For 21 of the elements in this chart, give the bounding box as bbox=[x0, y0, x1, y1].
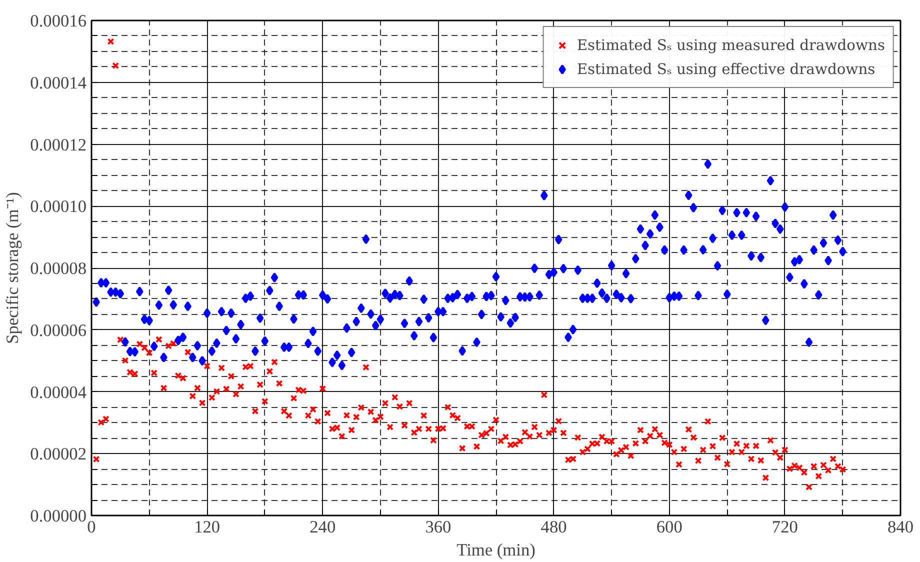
x-tick-label: 600 bbox=[656, 518, 682, 536]
y-tick-label: 0.00010 bbox=[30, 197, 87, 216]
y-tick-label: 0.00012 bbox=[30, 135, 87, 154]
y-tick-label: 0.00002 bbox=[30, 444, 87, 464]
x-axis-title: Time (min) bbox=[456, 540, 536, 560]
x-tick-label: 480 bbox=[540, 518, 567, 536]
y-tick-label: 0.00008 bbox=[30, 259, 87, 278]
x-tick-label: 120 bbox=[194, 518, 220, 536]
y-tick-label: 0.00006 bbox=[30, 320, 87, 340]
y-tick-label: 0.00014 bbox=[30, 73, 87, 92]
x-tick-label: 0 bbox=[87, 518, 96, 536]
legend-label: Estimated Sₛ using measured drawdowns bbox=[576, 36, 885, 54]
y-axis-title: Specific storage (m⁻¹) bbox=[3, 192, 22, 344]
x-tick-label: 240 bbox=[310, 518, 336, 536]
y-tick-label: 0.00000 bbox=[30, 506, 87, 526]
x-tick-label: 720 bbox=[772, 518, 798, 536]
legend-label: Estimated Sₛ using effective drawdowns bbox=[576, 60, 876, 78]
x-tick-label: 360 bbox=[425, 518, 452, 536]
y-tick-label: 0.00004 bbox=[30, 382, 87, 402]
x-tick-label: 840 bbox=[888, 518, 914, 536]
y-tick-label: 0.00016 bbox=[30, 12, 87, 30]
